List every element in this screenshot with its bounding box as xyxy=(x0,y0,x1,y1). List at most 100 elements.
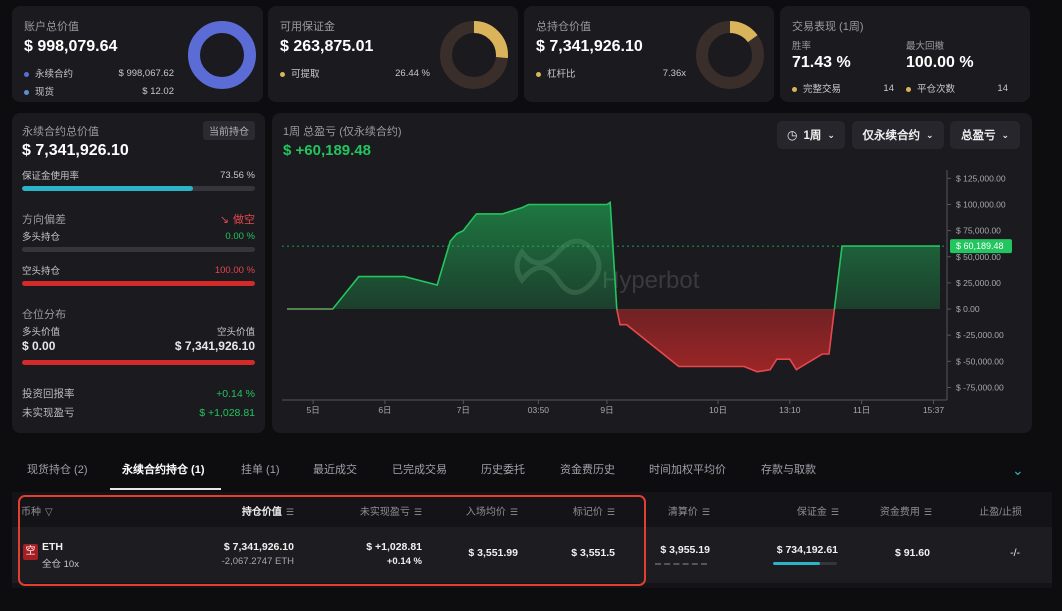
col-liq[interactable]: 清算价 ☰ xyxy=(650,503,710,518)
margin-usage-value: 73.56 % xyxy=(220,169,255,181)
col-margin[interactable]: 保证金 ☰ xyxy=(775,503,839,518)
collapse-chevron-icon[interactable]: ⌄ xyxy=(1012,462,1024,478)
period-select[interactable]: ◷ 1周 ⌄ xyxy=(777,121,845,149)
long-row: 多头持仓 0.00 % xyxy=(22,229,255,244)
col-margin-label: 保证金 xyxy=(796,507,827,518)
col-liq-label: 清算价 xyxy=(667,507,698,518)
spot-label: 现货 xyxy=(35,87,55,98)
col-value[interactable]: 持仓价值 ☰ xyxy=(230,503,294,518)
leverage-row: 杠杆比 7.36x xyxy=(536,66,686,80)
current-value-label: $ 60,189.48 xyxy=(956,241,1004,251)
col-entry[interactable]: 入场均价 ☰ xyxy=(450,503,518,518)
tab-2[interactable]: 挂单 (1) xyxy=(241,464,280,476)
current-value-badge: $ 60,189.48 xyxy=(950,239,1012,254)
row-margin-bar xyxy=(773,562,837,565)
dist-labels-row: 多头价值 空头价值 xyxy=(22,324,255,338)
pnl-line-positive xyxy=(287,200,940,310)
highlight-box xyxy=(18,495,646,586)
completed-row: 完整交易 14 xyxy=(792,81,894,95)
metric-select-label: 总盈亏 xyxy=(960,130,996,142)
tab-3[interactable]: 最近成交 xyxy=(313,464,357,476)
metric-select[interactable]: 总盈亏 ⌄ xyxy=(950,121,1020,149)
row-tpsl[interactable]: -/- xyxy=(1010,547,1020,559)
row-margin: $ 734,192.61 xyxy=(776,544,838,556)
positions-row[interactable] xyxy=(12,527,1052,583)
withdraw-label: 可提取 xyxy=(291,69,320,80)
x-tick-label: 11日 xyxy=(853,405,870,415)
col-coin[interactable]: 币种 ▽ xyxy=(21,503,53,518)
position-size: -2,067.2747 ETH xyxy=(221,556,294,567)
row-upnl-pct: +0.14 % xyxy=(386,556,422,567)
y-tick-label: $ -50,000.00 xyxy=(956,356,1004,366)
col-mark[interactable]: 标记价 ☰ xyxy=(555,503,615,518)
account-value: $ 998,079.64 xyxy=(24,38,118,55)
leverage-value: 7.36x xyxy=(662,67,686,79)
account-value-card: 账户总价值 $ 998,079.64 永续合约 $ 998,067.62 现货 $ … xyxy=(12,6,263,102)
y-tick-label: $ 25,000.00 xyxy=(956,278,1001,288)
chevron-down-icon: ⌄ xyxy=(925,129,934,140)
roi-row: 投资回报率 +0.14 % xyxy=(22,386,255,401)
dist-bar xyxy=(22,360,255,365)
y-tick-label: $ 50,000.00 xyxy=(956,252,1001,262)
long-val-label: 多头价值 xyxy=(22,327,61,338)
row-funding: $ 91.60 xyxy=(894,547,930,559)
sort-icon: ☰ xyxy=(701,507,710,517)
pnl-area-positive xyxy=(287,202,940,310)
col-funding-label: 资金费用 xyxy=(879,507,920,518)
col-tpsl[interactable]: 止盈/止损 xyxy=(960,503,1022,518)
y-tick-label: $ -25,000.00 xyxy=(956,330,1004,340)
tab-6[interactable]: 资金费历史 xyxy=(560,464,615,476)
spot-dot-icon xyxy=(24,89,29,95)
watermark-text: Hyperbot xyxy=(602,267,700,294)
tab-5[interactable]: 历史委托 xyxy=(481,464,525,476)
dist-label: 仓位分布 xyxy=(22,309,66,321)
y-tick-label: $ 75,000.00 xyxy=(956,226,1001,236)
mark-price: $ 3,551.5 xyxy=(571,547,615,559)
perp-panel-value: $ 7,341,926.10 xyxy=(22,142,129,159)
position-title: 总持仓价值 xyxy=(536,21,591,33)
short-val: $ 7,341,926.10 xyxy=(174,339,255,353)
margin-usage-label: 保证金使用率 xyxy=(22,171,80,182)
tab-8[interactable]: 存款与取款 xyxy=(761,464,816,476)
x-tick-label: 03:50 xyxy=(528,405,550,415)
close-row: 平仓次数 14 xyxy=(906,81,1008,95)
sort-icon: ☰ xyxy=(413,507,422,517)
row-upnl: $ +1,028.81 xyxy=(366,541,422,553)
coin-symbol[interactable]: ETH xyxy=(42,541,63,553)
close-dot-icon xyxy=(906,86,911,92)
position-value: $ 7,341,926.10 xyxy=(536,38,643,55)
short-val-label: 空头价值 xyxy=(216,327,255,338)
drawdown-label: 最大回撤 xyxy=(906,41,945,52)
pnl-chart[interactable]: Hyperbot $ 125,000.00 $ 100,000.00 $ 75,00… xyxy=(272,160,1032,430)
col-upnl-label: 未实现盈亏 xyxy=(359,507,410,518)
scope-select[interactable]: 仅永续合约 ⌄ xyxy=(852,121,944,149)
completed-label: 完整交易 xyxy=(803,84,842,95)
completed-dot-icon xyxy=(792,86,797,92)
pnl-area-negative xyxy=(616,309,835,372)
col-funding[interactable]: 资金费用 ☰ xyxy=(860,503,932,518)
withdraw-dot-icon xyxy=(280,71,285,77)
close-value: 14 xyxy=(997,82,1008,94)
sort-icon: ☰ xyxy=(606,507,615,517)
col-coin-label: 币种 xyxy=(21,507,41,518)
bias-row: 方向偏差 ↘ 做空 xyxy=(22,211,255,227)
current-position-badge[interactable]: 当前持仓 xyxy=(203,121,255,140)
col-entry-label: 入场均价 xyxy=(465,507,506,518)
x-tick-label: 7日 xyxy=(457,405,470,415)
y-tick-label: $ 100,000.00 xyxy=(956,200,1006,210)
col-tpsl-label: 止盈/止损 xyxy=(979,507,1022,518)
upnl-row: 未实现盈亏 $ +1,028.81 xyxy=(22,405,255,420)
leverage-dot-icon xyxy=(536,71,541,77)
sort-icon: ☰ xyxy=(923,507,932,517)
tab-4[interactable]: 已完成交易 xyxy=(392,464,447,476)
x-tick-label: 10日 xyxy=(709,405,727,415)
filter-icon[interactable]: ▽ xyxy=(45,507,53,518)
x-tick-label: 9日 xyxy=(600,405,613,415)
tab-7[interactable]: 时间加权平均价 xyxy=(649,464,726,476)
tab-0[interactable]: 现货持仓 (2) xyxy=(27,464,88,476)
roi-value: +0.14 % xyxy=(216,387,255,400)
tab-1[interactable]: 永续合约持仓 (1) xyxy=(110,452,221,490)
position-tabs: 现货持仓 (2) 永续合约持仓 (1) 挂单 (1) 最近成交 已完成交易 历史委托 资金费… xyxy=(12,452,1052,490)
x-tick-label: 5日 xyxy=(307,405,320,415)
col-upnl[interactable]: 未实现盈亏 ☰ xyxy=(346,503,422,518)
